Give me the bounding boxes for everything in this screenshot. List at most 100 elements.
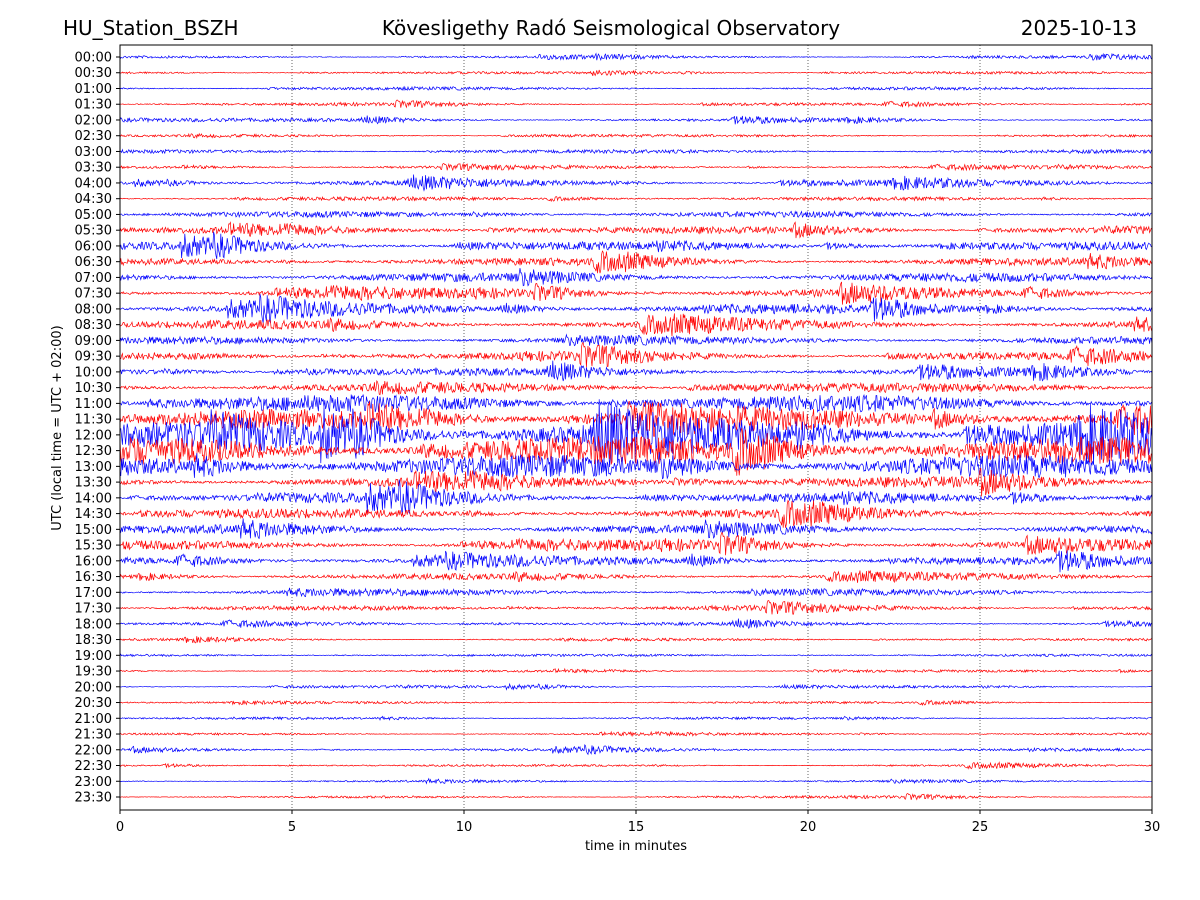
y-tick-label: 20:30 — [75, 696, 112, 711]
trace-0130 — [119, 99, 1153, 109]
trace-1900 — [119, 653, 1153, 658]
trace-0630 — [119, 250, 1153, 274]
station-name: HU_Station_BSZH — [63, 16, 239, 40]
x-tick-label: 30 — [1144, 820, 1161, 835]
trace-1100 — [119, 394, 1153, 413]
x-axis-label: time in minutes — [585, 839, 687, 854]
y-tick-label: 20:00 — [75, 680, 112, 695]
x-tick-label: 25 — [972, 820, 989, 835]
y-tick-label: 11:30 — [75, 413, 112, 428]
trace-0230 — [119, 132, 1153, 139]
y-tick-label: 21:00 — [75, 712, 112, 727]
y-tick-label: 03:30 — [75, 161, 112, 176]
trace-1000 — [119, 360, 1153, 382]
trace-0200 — [119, 115, 1153, 125]
trace-2030 — [119, 699, 1153, 706]
trace-2100 — [119, 715, 1152, 721]
trace-0730 — [119, 281, 1153, 305]
trace-1830 — [119, 636, 1153, 644]
y-tick-label: 00:30 — [75, 66, 112, 81]
y-tick-label: 16:30 — [75, 570, 112, 585]
y-tick-label: 17:00 — [75, 586, 112, 601]
trace-0100 — [119, 85, 1152, 92]
trace-1430 — [119, 499, 1153, 528]
y-tick-label: 03:00 — [75, 145, 112, 160]
trace-1400 — [119, 479, 1153, 515]
trace-0900 — [119, 333, 1153, 347]
y-tick-label: 15:00 — [75, 523, 112, 538]
y-tick-label: 04:00 — [75, 176, 112, 191]
y-tick-label: 07:00 — [75, 271, 112, 286]
y-tick-label: 18:30 — [75, 633, 112, 648]
y-tick-label: 12:00 — [75, 428, 112, 443]
trace-0600 — [119, 231, 1153, 260]
trace-1530 — [119, 532, 1153, 556]
y-tick-label: 01:00 — [75, 82, 112, 97]
chart-title: Kövesligethy Radó Seismological Observat… — [381, 16, 841, 40]
y-tick-label: 15:30 — [75, 539, 112, 554]
y-tick-label: 17:30 — [75, 602, 112, 617]
y-tick-label: 10:00 — [75, 365, 112, 380]
y-tick-label: 16:00 — [75, 554, 112, 569]
y-tick-label: 23:30 — [75, 791, 112, 806]
trace-0930 — [119, 342, 1153, 368]
y-tick-label: 00:00 — [75, 51, 112, 66]
y-tick-label: 13:00 — [75, 460, 112, 475]
y-tick-label: 06:30 — [75, 255, 112, 270]
trace-1800 — [120, 618, 1153, 630]
y-tick-label: 21:30 — [75, 728, 112, 743]
y-tick-label: 09:30 — [75, 350, 112, 365]
x-tick-label: 10 — [456, 820, 473, 835]
y-tick-label: 12:30 — [75, 444, 112, 459]
x-tick-label: 0 — [116, 820, 124, 835]
y-tick-label: 05:00 — [75, 208, 112, 223]
y-tick-label: 22:00 — [75, 743, 112, 758]
y-tick-label: 01:30 — [75, 98, 112, 113]
trace-0700 — [119, 267, 1153, 287]
y-tick-label: 04:30 — [75, 192, 112, 207]
trace-0800 — [119, 294, 1153, 324]
trace-1630 — [119, 569, 1153, 584]
y-tick-label: 14:00 — [75, 491, 112, 506]
y-tick-label: 10:30 — [75, 381, 112, 396]
trace-2230 — [119, 761, 1153, 770]
y-tick-label: 02:00 — [75, 113, 112, 128]
y-axis-label: UTC (local time = UTC + 02:00) — [50, 325, 65, 530]
x-tick-label: 5 — [288, 820, 296, 835]
y-tick-label: 14:30 — [75, 507, 112, 522]
y-tick-label: 09:00 — [75, 334, 112, 349]
trace-0430 — [119, 195, 1153, 203]
trace-2000 — [119, 682, 1153, 691]
x-tick-label: 20 — [800, 820, 817, 835]
y-tick-label: 11:00 — [75, 397, 112, 412]
y-tick-label: 22:30 — [75, 759, 112, 774]
y-tick-label: 08:00 — [75, 302, 112, 317]
trace-2300 — [119, 777, 1152, 785]
trace-0400 — [119, 174, 1153, 192]
y-tick-label: 05:30 — [75, 224, 112, 239]
y-tick-label: 19:00 — [75, 649, 112, 664]
trace-1600 — [119, 550, 1153, 573]
y-tick-label: 08:30 — [75, 318, 112, 333]
trace-1300 — [119, 451, 1153, 480]
y-tick-label: 02:30 — [75, 129, 112, 144]
trace-0330 — [119, 162, 1153, 172]
trace-0830 — [119, 313, 1153, 337]
y-tick-label: 19:30 — [75, 665, 112, 680]
trace-1030 — [119, 380, 1152, 396]
y-tick-label: 23:00 — [75, 775, 112, 790]
y-tick-label: 06:00 — [75, 239, 112, 254]
trace-0030 — [119, 69, 1153, 77]
trace-1200 — [119, 399, 1153, 468]
y-tick-label: 13:30 — [75, 476, 112, 491]
trace-1330 — [119, 467, 1153, 497]
trace-0500 — [119, 210, 1153, 219]
trace-2130 — [120, 730, 1153, 737]
trace-2200 — [119, 743, 1153, 756]
trace-1130 — [119, 401, 1153, 437]
trace-0530 — [119, 221, 1153, 239]
trace-2330 — [119, 793, 1153, 801]
trace-0000 — [119, 52, 1153, 62]
trace-1500 — [119, 518, 1153, 540]
